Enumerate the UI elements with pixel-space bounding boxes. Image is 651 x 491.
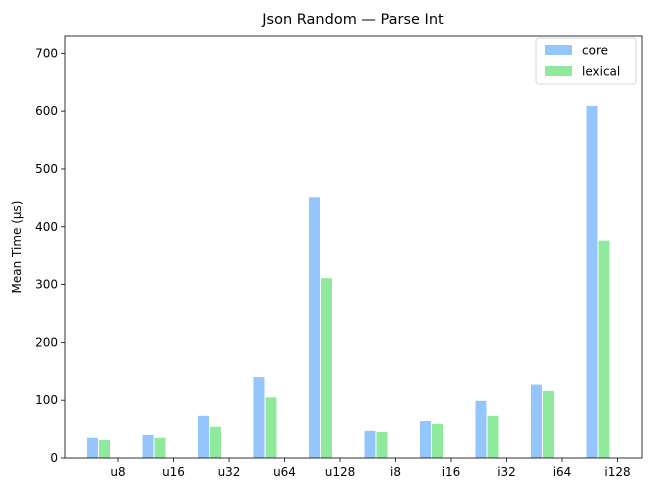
y-tick-label: 0 bbox=[50, 451, 58, 465]
bar-core-u16 bbox=[142, 434, 154, 458]
bar-lexical-i8 bbox=[376, 431, 388, 458]
legend-label-lexical: lexical bbox=[582, 65, 620, 79]
bar-lexical-i16 bbox=[432, 423, 443, 458]
y-tick-label: 600 bbox=[35, 104, 58, 118]
bar-core-i128 bbox=[586, 105, 598, 459]
y-tick-label: 500 bbox=[35, 162, 58, 176]
y-tick-label: 300 bbox=[35, 278, 58, 292]
bar-lexical-u8 bbox=[99, 440, 110, 458]
chart-title: Json Random — Parse Int bbox=[261, 12, 444, 28]
bar-core-i64 bbox=[531, 384, 542, 458]
bar-lexical-i64 bbox=[543, 390, 554, 458]
bar-lexical-u128 bbox=[321, 278, 332, 458]
x-tick-label: u16 bbox=[162, 465, 185, 479]
legend-swatch-core bbox=[545, 45, 572, 55]
x-tick-label: i32 bbox=[497, 465, 516, 479]
y-tick-label: 400 bbox=[35, 220, 58, 234]
plot-frame bbox=[64, 35, 643, 459]
bar-core-u8 bbox=[87, 437, 98, 458]
bar-core-i8 bbox=[364, 430, 376, 458]
x-tick-label: i16 bbox=[442, 465, 461, 479]
x-tick-label: i8 bbox=[390, 465, 401, 479]
bar-core-i16 bbox=[420, 421, 431, 458]
y-tick-label: 100 bbox=[35, 393, 58, 407]
x-tick-label: i64 bbox=[553, 465, 572, 479]
bar-core-u32 bbox=[198, 415, 209, 458]
legend: core lexical bbox=[535, 37, 637, 85]
y-axis-ticks: 0 100 200 300 400 500 600 700 bbox=[35, 46, 65, 465]
bar-lexical-u64 bbox=[265, 397, 277, 458]
bar-lexical-i128 bbox=[598, 240, 610, 458]
x-tick-label: u64 bbox=[273, 465, 296, 479]
x-tick-label: u128 bbox=[325, 465, 356, 479]
bar-lexical-u32 bbox=[210, 426, 221, 458]
legend-swatch-lexical bbox=[545, 66, 572, 76]
bar-core-u64 bbox=[253, 377, 265, 458]
bar-core-u128 bbox=[309, 197, 320, 459]
bar-core-i32 bbox=[475, 400, 487, 458]
y-tick-label: 200 bbox=[35, 335, 58, 349]
x-tick-label: u32 bbox=[218, 465, 241, 479]
y-axis-label: Mean Time (µs) bbox=[10, 201, 24, 294]
x-axis-ticks: u8 u16 u32 u64 u128 i8 i16 i32 i64 i128 bbox=[110, 458, 631, 479]
y-tick-label: 700 bbox=[35, 46, 58, 60]
bar-lexical-u16 bbox=[154, 437, 166, 458]
legend-label-core: core bbox=[582, 44, 608, 58]
bars-group bbox=[87, 105, 610, 459]
bar-lexical-i32 bbox=[487, 415, 499, 458]
x-tick-label: u8 bbox=[110, 465, 125, 479]
x-tick-label: i128 bbox=[604, 465, 630, 479]
